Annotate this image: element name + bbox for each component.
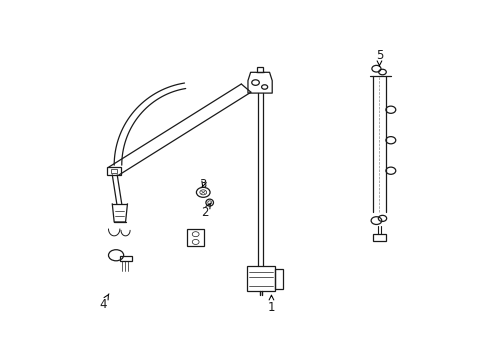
Bar (187, 229, 203, 246)
Bar (373, 234, 385, 242)
Text: 1: 1 (267, 295, 275, 314)
Text: 2: 2 (201, 203, 210, 219)
Text: 3: 3 (199, 178, 206, 191)
Text: 5: 5 (375, 49, 383, 66)
Text: 4: 4 (99, 294, 109, 311)
Bar (120, 256, 132, 261)
Bar (246, 266, 275, 291)
Bar (111, 169, 117, 173)
Bar (107, 167, 121, 175)
Bar (257, 67, 263, 72)
Bar (275, 269, 282, 289)
